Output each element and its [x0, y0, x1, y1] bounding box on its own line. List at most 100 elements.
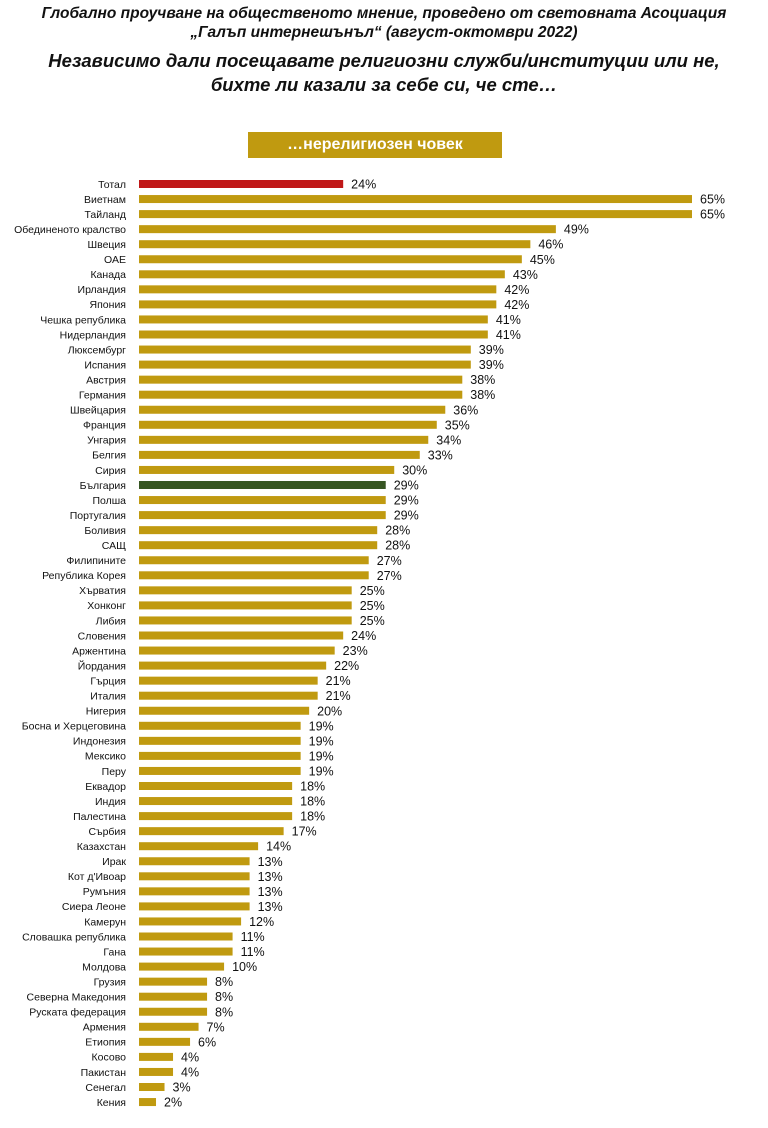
category-label: Сирия	[95, 465, 126, 477]
question-line-1: Независимо дали посещавате религиозни сл…	[48, 50, 720, 71]
value-label: 21%	[326, 674, 351, 688]
bar	[139, 736, 301, 745]
value-label: 19%	[309, 749, 334, 763]
bar	[139, 450, 420, 459]
value-label: 25%	[360, 614, 385, 628]
category-label: Чешка република	[40, 314, 126, 326]
value-label: 11%	[241, 930, 265, 944]
bar	[139, 992, 208, 1001]
category-label: Етиопия	[85, 1037, 126, 1049]
value-label: 33%	[428, 448, 453, 462]
bar	[139, 917, 242, 926]
category-label: Унгария	[87, 435, 126, 447]
value-label: 30%	[402, 463, 427, 477]
bar	[139, 857, 250, 866]
category-label: Мексико	[85, 751, 126, 763]
category-label: Сърбия	[88, 826, 126, 838]
bar	[139, 240, 531, 249]
bar	[139, 646, 335, 655]
value-label: 42%	[504, 283, 529, 297]
bar	[139, 210, 692, 219]
bar	[139, 195, 692, 204]
value-label: 65%	[700, 208, 725, 222]
value-label: 35%	[445, 418, 470, 432]
category-label: Боливия	[84, 525, 126, 537]
value-label: 41%	[496, 328, 521, 342]
bar	[139, 345, 471, 354]
value-label: 2%	[164, 1096, 182, 1110]
value-label: 24%	[351, 178, 376, 192]
value-label: 19%	[309, 764, 334, 778]
bar	[139, 270, 505, 279]
bar	[139, 1037, 191, 1046]
category-label: Тайланд	[84, 209, 126, 221]
value-label: 18%	[300, 810, 325, 824]
category-label: Кот д'Ивоар	[68, 871, 126, 883]
category-label: Испания	[84, 359, 126, 371]
bar	[139, 631, 344, 640]
bar	[139, 360, 471, 369]
bar	[139, 827, 284, 836]
bar	[139, 902, 250, 911]
category-label: Полша	[92, 495, 126, 507]
category-label: Босна и Херцеговина	[22, 721, 126, 733]
category-label: Еквадор	[85, 781, 126, 793]
value-label: 13%	[258, 870, 283, 884]
value-label: 7%	[207, 1020, 225, 1034]
category-label: България	[80, 480, 126, 492]
category-label: Аржентина	[72, 645, 126, 657]
value-label: 3%	[173, 1081, 191, 1095]
bar	[139, 782, 293, 790]
category-label: Пакистан	[81, 1067, 127, 1079]
category-label: Индонезия	[73, 736, 126, 748]
value-label: 18%	[300, 780, 325, 794]
category-label: Словения	[78, 630, 126, 642]
category-label: Обединеното кралство	[14, 224, 126, 236]
value-label: 14%	[266, 840, 291, 854]
bar	[139, 932, 233, 941]
category-label: Швеция	[88, 239, 127, 251]
value-label: 6%	[198, 1035, 216, 1049]
category-label: Перу	[102, 766, 127, 778]
bar	[139, 661, 327, 670]
category-label: Ирландия	[78, 284, 126, 296]
value-label: 19%	[309, 719, 334, 733]
category-label: Португалия	[70, 510, 126, 522]
bar	[139, 225, 556, 234]
value-label: 13%	[258, 855, 283, 869]
bar	[139, 887, 250, 896]
value-label: 65%	[700, 193, 725, 207]
value-label: 28%	[385, 524, 410, 538]
bar	[139, 706, 310, 715]
category-label: Косово	[92, 1052, 127, 1064]
value-label: 46%	[538, 238, 563, 252]
value-label: 34%	[436, 433, 461, 447]
value-label: 39%	[479, 358, 504, 372]
bar	[139, 1052, 174, 1061]
bar	[139, 1067, 174, 1076]
value-label: 38%	[470, 373, 495, 387]
bar	[139, 375, 463, 384]
bar	[139, 526, 378, 535]
bar	[139, 766, 301, 775]
category-label: Кения	[97, 1097, 126, 1109]
bar	[139, 511, 386, 520]
value-label: 22%	[334, 659, 359, 673]
category-label: Йордания	[78, 659, 126, 672]
bar	[139, 571, 369, 580]
bar	[139, 420, 437, 429]
category-label: Индия	[95, 796, 126, 808]
bar	[139, 541, 378, 550]
category-label: Палестина	[73, 811, 126, 823]
value-label: 10%	[232, 960, 257, 974]
value-label: 27%	[377, 554, 402, 568]
bar	[139, 300, 497, 309]
title-line-1: Глобално проучване на общественото мнени…	[41, 5, 727, 22]
bar	[139, 977, 208, 986]
value-label: 8%	[215, 1005, 233, 1019]
value-label: 21%	[326, 689, 351, 703]
category-label: Хърватия	[79, 585, 126, 597]
category-label: ОАЕ	[104, 254, 126, 266]
category-label: Ирак	[102, 856, 126, 868]
value-label: 4%	[181, 1065, 199, 1079]
